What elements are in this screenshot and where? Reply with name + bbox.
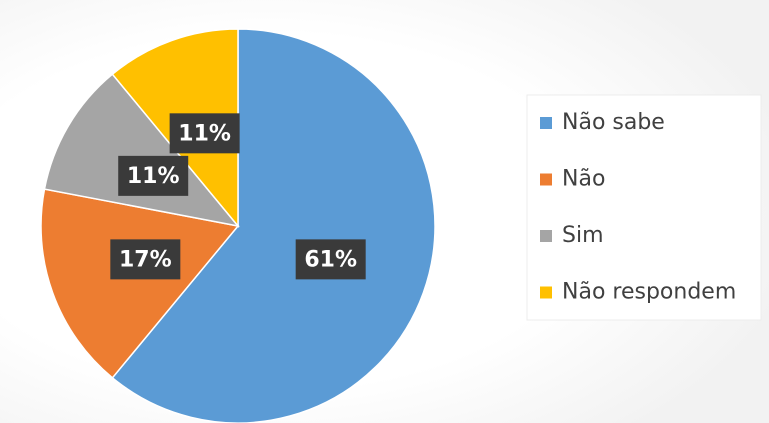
data-label-box [169,113,240,154]
data-label-box [118,155,189,196]
legend-swatch [540,173,552,186]
data-label-box [295,239,366,280]
legend-swatch [540,286,552,299]
legend-box [526,94,762,321]
legend-label: Não respondem [562,280,736,305]
data-label: 61% [304,247,357,272]
legend-label: Não sabe [562,110,665,135]
legend-swatch [540,230,552,242]
legend-swatch [540,117,552,129]
data-label: 11% [178,121,231,146]
pie-slice [43,73,240,228]
data-label-box [110,239,181,280]
data-label: 17% [119,247,172,272]
legend-label: Não [562,167,605,192]
pie-slice [111,28,436,423]
data-label: 11% [127,164,180,189]
pie-slice [40,188,240,379]
legend-label: Sim [562,223,604,248]
